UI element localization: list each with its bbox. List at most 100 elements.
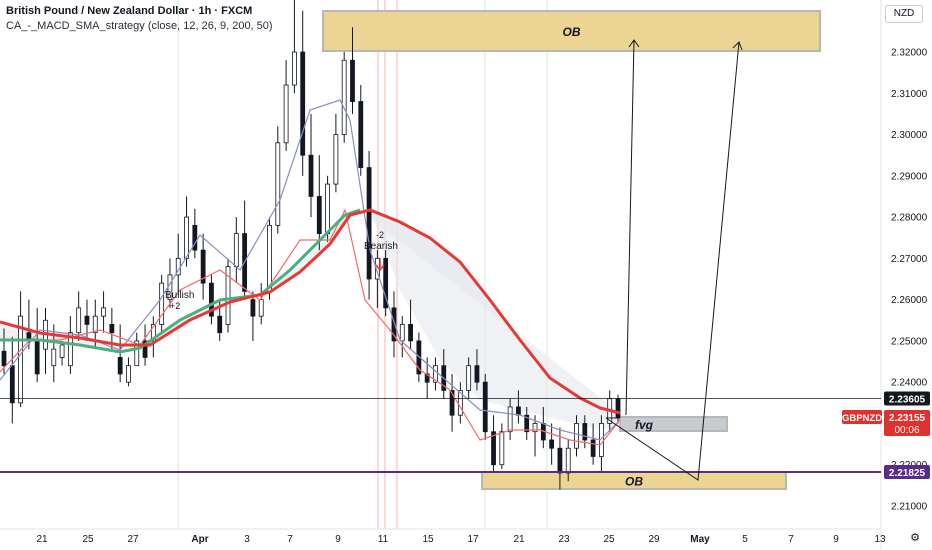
price-tick: 2.26000: [891, 295, 928, 306]
indicator-label[interactable]: CA_-_MACD_SMA_strategy (close, 12, 26, 9…: [6, 20, 273, 32]
time-tick: 5: [742, 534, 748, 545]
zone-label: fvg: [635, 418, 654, 432]
time-tick: 21: [36, 534, 48, 545]
price-label: 2.23605: [889, 394, 926, 405]
candle-body: [51, 348, 57, 367]
currency-selector[interactable]: NZD: [885, 5, 923, 23]
candle-body: [225, 266, 231, 325]
candle-body: [333, 134, 339, 185]
candle-body: [482, 381, 488, 433]
time-tick: 17: [467, 534, 479, 545]
candle-body: [358, 101, 364, 168]
candle-body: [109, 323, 115, 334]
candle-body: [200, 249, 206, 284]
annotation-bullish-count: +2: [170, 301, 180, 311]
price-tick: 2.21000: [891, 502, 928, 513]
ma-green-line: [0, 208, 361, 354]
candle-body: [150, 323, 156, 342]
price-tick: 2.30000: [891, 130, 928, 141]
candle-body: [615, 398, 621, 418]
candle-body: [275, 142, 281, 226]
price-label: 2.21825: [889, 468, 926, 479]
candle-body: [126, 365, 131, 383]
candle-body: [590, 439, 596, 457]
candle-body: [267, 224, 272, 292]
candle-body: [209, 282, 214, 317]
candle-body: [34, 340, 40, 375]
price-tick: 2.31000: [891, 89, 928, 100]
candle-body: [499, 431, 505, 466]
candle-body: [308, 154, 314, 197]
price-label-box: [884, 464, 930, 479]
candle-body: [449, 390, 455, 416]
candle-body: [565, 447, 571, 474]
candle-body: [84, 315, 90, 325]
candle-body: [474, 365, 480, 383]
arrow-head: [732, 41, 743, 51]
zone-label: OB: [563, 25, 581, 39]
candle-body: [350, 59, 355, 102]
price-tick: 2.29000: [891, 171, 928, 182]
time-tick: 25: [82, 534, 94, 545]
price-label-box: [884, 391, 930, 406]
zone-label: OB: [625, 475, 643, 489]
candle-body: [582, 423, 588, 441]
price-tick: 2.32000: [891, 48, 928, 59]
candle-body: [433, 365, 438, 383]
price-label: 2.23155: [889, 413, 926, 424]
candle-body: [1, 350, 7, 367]
candle-body: [399, 323, 405, 342]
annotation-bearish: Bearish: [364, 241, 398, 252]
candle-body: [532, 423, 538, 433]
candle-body: [524, 414, 530, 433]
symbol-label-box: [842, 410, 882, 425]
gear-icon[interactable]: ⚙: [910, 531, 920, 544]
time-tick: 7: [788, 534, 794, 545]
candle-body: [9, 365, 15, 404]
candle-body: [233, 233, 239, 268]
time-tick: 13: [874, 534, 886, 545]
candle-body: [325, 183, 330, 234]
time-tick: 25: [603, 534, 615, 545]
candle-body: [217, 315, 223, 334]
chart-title: British Pound / New Zealand Dollar · 1h …: [6, 5, 253, 17]
candle-body: [101, 307, 106, 317]
time-tick: 23: [558, 534, 570, 545]
annotation-bearish-count: -2: [376, 230, 384, 240]
candle-body: [491, 431, 496, 466]
time-tick: 11: [378, 534, 389, 545]
candle-body: [408, 323, 413, 342]
time-tick: 3: [244, 534, 250, 545]
time-tick: May: [690, 534, 710, 545]
candle-body: [292, 51, 297, 86]
price-tick: 2.25000: [891, 336, 928, 347]
candle-body: [574, 423, 579, 449]
candle-body: [316, 196, 322, 234]
annotation-bullish: Bullish: [165, 290, 194, 301]
candle-body: [283, 84, 289, 144]
time-tick: 7: [287, 534, 293, 545]
projection-path: [605, 41, 740, 481]
candle-body: [59, 344, 65, 358]
candle-body: [258, 299, 264, 317]
time-tick: 9: [335, 534, 341, 545]
symbol-label: GBPNZD: [842, 413, 882, 424]
price-tick: 2.24000: [891, 378, 928, 389]
candle-body: [76, 307, 82, 334]
price-tick: 2.27000: [891, 254, 928, 265]
candle-body: [516, 406, 521, 416]
bearish-arrow-head: [375, 264, 385, 272]
candle-body: [424, 373, 430, 383]
candle-body: [67, 332, 73, 367]
candle-body: [134, 340, 140, 367]
candle-body: [159, 282, 165, 325]
ma-cloud-lower: [370, 210, 620, 430]
time-tick: 21: [513, 534, 525, 545]
projection-arrow: [625, 39, 635, 416]
price-tick: 2.28000: [891, 213, 928, 224]
candle-body: [117, 357, 123, 375]
candle-body: [391, 307, 397, 342]
candle-body: [300, 51, 306, 156]
